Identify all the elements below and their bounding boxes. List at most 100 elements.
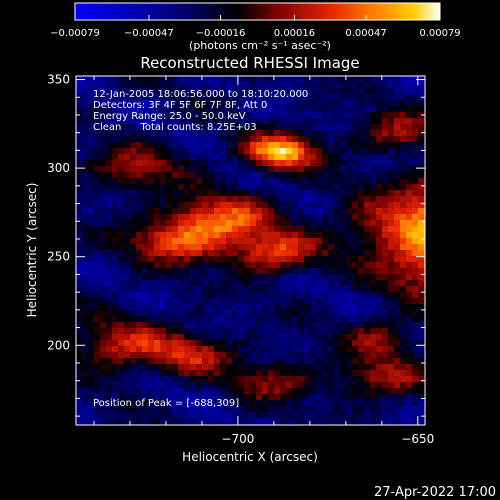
heatmap-cell	[184, 274, 190, 280]
heatmap-cell	[220, 412, 226, 418]
heatmap-cell	[292, 358, 298, 364]
heatmap-cell	[274, 358, 280, 364]
heatmap-cell	[322, 268, 328, 274]
heatmap-cell	[112, 178, 118, 184]
heatmap-cell	[244, 274, 250, 280]
heatmap-cell	[202, 340, 208, 346]
heatmap-cell	[94, 304, 100, 310]
heatmap-cell	[412, 82, 418, 88]
heatmap-cell	[406, 112, 412, 118]
heatmap-cell	[166, 112, 172, 118]
heatmap-cell	[250, 244, 256, 250]
heatmap-cell	[130, 316, 136, 322]
heatmap-cell	[190, 106, 196, 112]
heatmap-cell	[298, 202, 304, 208]
heatmap-cell	[250, 352, 256, 358]
heatmap-cell	[94, 88, 100, 94]
heatmap-cell	[412, 214, 418, 220]
heatmap-cell	[316, 202, 322, 208]
heatmap-cell	[370, 82, 376, 88]
heatmap-cell	[112, 88, 118, 94]
heatmap-cell	[388, 376, 394, 382]
heatmap-cell	[334, 340, 340, 346]
heatmap-cell	[94, 268, 100, 274]
heatmap-cell	[262, 376, 268, 382]
heatmap-cell	[316, 250, 322, 256]
heatmap-cell	[346, 292, 352, 298]
heatmap-cell	[100, 268, 106, 274]
heatmap-cell	[142, 400, 148, 406]
heatmap-cell	[136, 388, 142, 394]
heatmap-cell	[262, 172, 268, 178]
heatmap-cell	[268, 286, 274, 292]
heatmap-cell	[88, 148, 94, 154]
heatmap-cell	[202, 250, 208, 256]
heatmap-cell	[76, 160, 82, 166]
heatmap-cell	[76, 298, 82, 304]
heatmap-cell	[166, 280, 172, 286]
heatmap-cell	[94, 262, 100, 268]
heatmap-cell	[376, 364, 382, 370]
heatmap-cell	[202, 208, 208, 214]
heatmap-cell	[172, 292, 178, 298]
heatmap-cell	[388, 406, 394, 412]
heatmap-cell	[286, 220, 292, 226]
heatmap-cell	[82, 190, 88, 196]
heatmap-cell	[382, 112, 388, 118]
heatmap-cell	[250, 322, 256, 328]
heatmap-cell	[340, 82, 346, 88]
heatmap-cell	[160, 208, 166, 214]
heatmap-cell	[340, 160, 346, 166]
heatmap-cell	[82, 142, 88, 148]
heatmap-cell	[124, 364, 130, 370]
heatmap-cell	[262, 370, 268, 376]
heatmap-cell	[214, 388, 220, 394]
heatmap-cell	[406, 292, 412, 298]
heatmap-cell	[124, 346, 130, 352]
heatmap-cell	[316, 118, 322, 124]
heatmap-cell	[418, 220, 424, 226]
heatmap-cell	[418, 262, 424, 268]
heatmap-cell	[244, 76, 250, 82]
heatmap-cell	[274, 388, 280, 394]
heatmap-cell	[310, 316, 316, 322]
heatmap-cell	[334, 112, 340, 118]
heatmap-cell	[154, 76, 160, 82]
heatmap-cell	[142, 100, 148, 106]
heatmap-cell	[238, 286, 244, 292]
heatmap-cell	[280, 208, 286, 214]
heatmap-cell	[286, 160, 292, 166]
heatmap-cell	[334, 196, 340, 202]
heatmap-cell	[304, 154, 310, 160]
heatmap-cell	[280, 334, 286, 340]
heatmap-cell	[328, 268, 334, 274]
heatmap-cell	[274, 256, 280, 262]
heatmap-cell	[394, 364, 400, 370]
heatmap-cell	[340, 184, 346, 190]
heatmap-cell	[262, 346, 268, 352]
heatmap-cell	[328, 262, 334, 268]
heatmap-cell	[82, 406, 88, 412]
heatmap-cell	[160, 280, 166, 286]
heatmap-cell	[76, 100, 82, 106]
heatmap-cell	[412, 160, 418, 166]
heatmap-cell	[256, 256, 262, 262]
heatmap-cell	[364, 250, 370, 256]
heatmap-cell	[268, 172, 274, 178]
heatmap-cell	[232, 340, 238, 346]
heatmap-cell	[112, 268, 118, 274]
heatmap-cell	[124, 274, 130, 280]
heatmap-cell	[190, 340, 196, 346]
heatmap-cell	[286, 148, 292, 154]
heatmap-cell	[160, 94, 166, 100]
heatmap-cell	[274, 286, 280, 292]
heatmap-cell	[124, 160, 130, 166]
heatmap-cell	[376, 382, 382, 388]
heatmap-cell	[352, 400, 358, 406]
heatmap-cell	[274, 130, 280, 136]
heatmap-cell	[388, 232, 394, 238]
heatmap-cell	[322, 256, 328, 262]
heatmap-cell	[106, 382, 112, 388]
heatmap-cell	[256, 298, 262, 304]
heatmap-cell	[304, 400, 310, 406]
